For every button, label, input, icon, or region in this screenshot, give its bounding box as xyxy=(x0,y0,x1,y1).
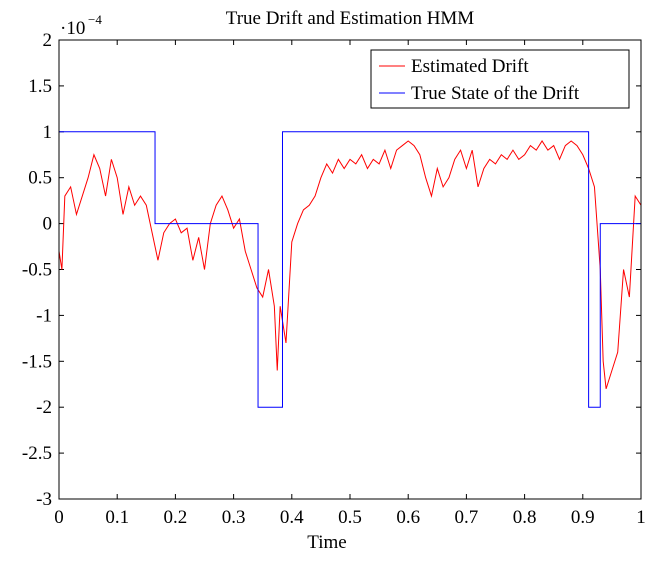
x-tick-label: 0.1 xyxy=(105,507,129,528)
x-tick-label: 0.4 xyxy=(280,507,304,528)
plot-frame xyxy=(58,39,642,500)
legend-label: True State of the Drift xyxy=(411,83,580,104)
data-line xyxy=(58,140,642,389)
y-tick-label: -3 xyxy=(36,489,52,510)
y-tick-label: 1.5 xyxy=(28,76,52,97)
x-tick-label: 1 xyxy=(636,507,646,528)
x-tick-label: 0.3 xyxy=(222,507,246,528)
legend-box xyxy=(370,49,630,109)
x-tick-label: 0.8 xyxy=(513,507,537,528)
x-tick-label: 0.9 xyxy=(571,507,595,528)
x-tick-label: 0 xyxy=(54,507,64,528)
y-scale-exponent: −4 xyxy=(88,12,102,27)
y-tick-label: 1 xyxy=(43,122,53,143)
y-tick-label: -1.5 xyxy=(22,351,52,372)
data-line xyxy=(59,131,641,408)
y-tick-label: 2 xyxy=(43,30,53,51)
y-tick-label: -2.5 xyxy=(22,443,52,464)
y-tick-label: -2 xyxy=(36,397,52,418)
x-tick-label: 0.2 xyxy=(164,507,188,528)
chart-title: True Drift and Estimation HMM xyxy=(226,8,475,29)
y-scale-base: ·10 xyxy=(60,18,85,39)
legend-label: Estimated Drift xyxy=(411,56,529,77)
y-tick-label: 0.5 xyxy=(28,168,52,189)
y-tick-label: 0 xyxy=(43,214,53,235)
x-tick-label: 0.6 xyxy=(396,507,420,528)
x-axis-label: Time xyxy=(307,532,346,553)
x-tick-label: 0.5 xyxy=(338,507,362,528)
y-tick-label: -1 xyxy=(36,305,52,326)
y-tick-label: -0.5 xyxy=(22,260,52,281)
x-tick-label: 0.7 xyxy=(455,507,479,528)
